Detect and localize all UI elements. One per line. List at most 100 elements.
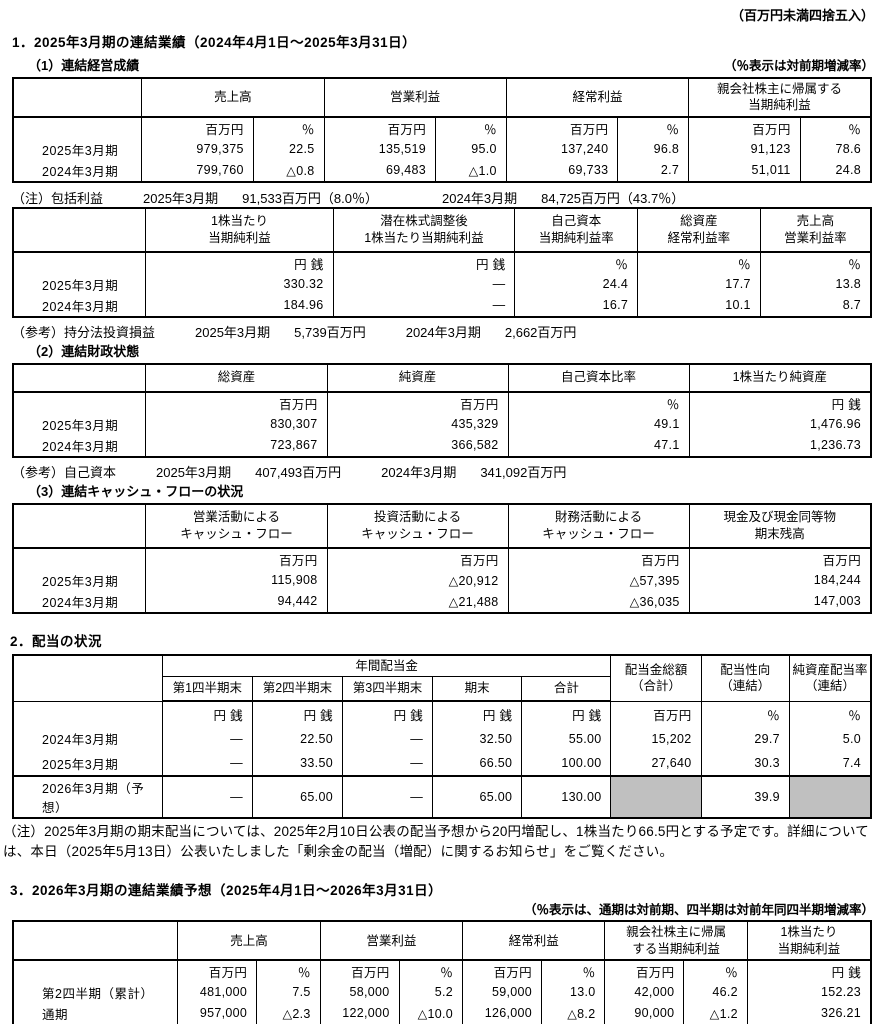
cell-value: 46.2	[683, 981, 748, 1003]
column-header-diluted-eps: 潜在株式調整後 1株当たり当期純利益	[332, 207, 516, 253]
cell-value: 49.1	[507, 413, 690, 435]
period-label: 2025年3月期	[12, 273, 147, 295]
table-row: 2025年3月期 115,908 △20,912 △57,395 184,244	[12, 569, 872, 591]
unit-label: ％	[507, 391, 690, 414]
cell-value: 100.00	[521, 751, 612, 777]
period-label: 2026年3月期（予想）	[12, 775, 163, 819]
cell-value: 5.2	[398, 981, 464, 1003]
cell-value: ―	[341, 726, 434, 752]
cell-value: 979,375	[141, 138, 254, 160]
cell-value: 13.8	[759, 273, 872, 295]
cell-value: ―	[332, 294, 516, 317]
empty-cell	[12, 251, 147, 274]
cell-value: ―	[332, 273, 516, 295]
empty-corner-cell	[12, 363, 147, 393]
cell-value: 65.00	[432, 775, 523, 819]
cell-value: 51,011	[688, 159, 801, 182]
cell-value: 96.8	[617, 138, 690, 160]
section1a-heading-row: （1）連結経営成績 （％表示は対前期増減率）	[28, 55, 874, 74]
cell-value: 24.4	[514, 273, 639, 295]
column-header-operating-profit: 営業利益	[319, 920, 464, 961]
units-row: 百万円 ％ 百万円 ％ 百万円 ％ 百万円 ％ 円 銭	[12, 959, 872, 982]
table-row: 2024年3月期 ― 22.50 ― 32.50 55.00 15,202 29…	[12, 726, 872, 752]
cell-value: 7.4	[788, 751, 872, 777]
table-row: 2024年3月期 184.96 ― 16.7 10.1 8.7	[12, 294, 872, 317]
unit-label: 百万円	[326, 547, 509, 570]
header-row: 売上高 営業利益 経常利益 親会社株主に帰属 する当期純利益 1株当たり 当期純…	[12, 920, 872, 961]
section1-heading: 1．2025年3月期の連結業績（2024年4月1日～2025年3月31日）	[12, 35, 417, 50]
table-row: 2025年3月期 330.32 ― 24.4 17.7 13.8	[12, 273, 872, 295]
cell-value: 16.7	[514, 294, 639, 317]
column-header-sales: 売上高	[177, 920, 321, 961]
cell-value: △57,395	[507, 569, 690, 591]
cell-value: 91,123	[688, 138, 801, 160]
column-header-eps: 1株当たり 当期純利益	[145, 207, 334, 253]
table-row: 2024年3月期 799,760 △0.8 69,483 △1.0 69,733…	[12, 159, 872, 182]
period-label: 通期	[12, 1002, 179, 1024]
cell-value: 47.1	[507, 434, 690, 457]
unit-label: 百万円	[141, 116, 254, 139]
unit-label: 百万円	[610, 701, 702, 727]
empty-corner-cell	[12, 77, 143, 118]
column-header-financing-cf: 財務活動による キャッシュ・フロー	[507, 503, 690, 549]
unit-label: ％	[435, 116, 507, 139]
unit-label: ％	[759, 251, 872, 274]
cell-value: 184,244	[688, 569, 872, 591]
cell-value: ―	[161, 726, 253, 752]
unit-label: ％	[683, 959, 748, 982]
cell-value: 90,000	[604, 1002, 685, 1024]
column-header-total-assets: 総資産	[145, 363, 328, 393]
cell-value: 33.50	[251, 751, 343, 777]
note-period: 2025年3月期	[195, 324, 271, 340]
cell-value: 17.7	[637, 273, 761, 295]
unit-label: 百万円	[507, 547, 690, 570]
unit-label: 百万円	[688, 547, 872, 570]
note-value: 91,533百万円（8.0％）	[242, 190, 379, 206]
column-header-op-margin: 売上高 営業利益率	[759, 207, 872, 253]
unit-label: ％	[252, 116, 325, 139]
cell-value: 1,236.73	[688, 434, 872, 457]
rounding-note: （百万円未満四捨五入）	[730, 8, 874, 23]
cell-value: 65.00	[251, 775, 343, 819]
unit-label: 百万円	[604, 959, 685, 982]
note-period: 2025年3月期	[143, 190, 219, 206]
column-group-annual-dividend: 年間配当金	[161, 654, 612, 677]
period-label: 2025年3月期	[12, 751, 163, 777]
table-row: 2024年3月期 94,442 △21,488 △36,035 147,003	[12, 590, 872, 613]
table-row: 2024年3月期 723,867 366,582 47.1 1,236.73	[12, 434, 872, 457]
column-header-roa: 総資産 経常利益率	[637, 207, 761, 253]
note-period: 2024年3月期	[442, 190, 518, 206]
cell-value: 24.8	[799, 159, 872, 182]
column-header-sales: 売上高	[141, 77, 325, 118]
cell-value: △0.8	[252, 159, 325, 182]
cell-value: 330.32	[145, 273, 334, 295]
column-header-total: 合計	[521, 675, 612, 703]
column-header-cash-balance: 現金及び現金同等物 期末残高	[688, 503, 872, 549]
cell-value: 326.21	[746, 1002, 872, 1024]
cell-value: △1.2	[683, 1002, 748, 1024]
empty-cell	[12, 391, 147, 414]
cell-value: 69,483	[323, 159, 437, 182]
unit-label: 円 銭	[521, 701, 612, 727]
unit-label: 円 銭	[332, 251, 516, 274]
unit-label: 百万円	[462, 959, 542, 982]
note-value: 5,739百万円	[294, 324, 366, 340]
unit-label: ％	[398, 959, 464, 982]
column-header-dividend-on-equity: 純資産配当率 （連結）	[788, 654, 872, 702]
cell-value: △20,912	[326, 569, 509, 591]
period-label: 2024年3月期	[12, 294, 147, 317]
cell-value: 30.3	[700, 751, 790, 777]
section2-heading: 2．配当の状況	[10, 633, 103, 649]
period-label: 2024年3月期	[12, 726, 163, 752]
unit-label: 百万円	[145, 391, 328, 414]
unit-label: ％	[700, 701, 790, 727]
shaded-empty-cell	[788, 775, 872, 819]
table-row: 2025年3月期 ― 33.50 ― 66.50 100.00 27,640 3…	[12, 751, 872, 777]
unit-label: 円 銭	[341, 701, 434, 727]
cell-value: 8.7	[759, 294, 872, 317]
cell-value: 42,000	[604, 981, 685, 1003]
period-label: 2024年3月期	[12, 590, 147, 613]
cell-value: 723,867	[145, 434, 328, 457]
cell-value: 95.0	[435, 138, 507, 160]
cell-value: 126,000	[462, 1002, 542, 1024]
